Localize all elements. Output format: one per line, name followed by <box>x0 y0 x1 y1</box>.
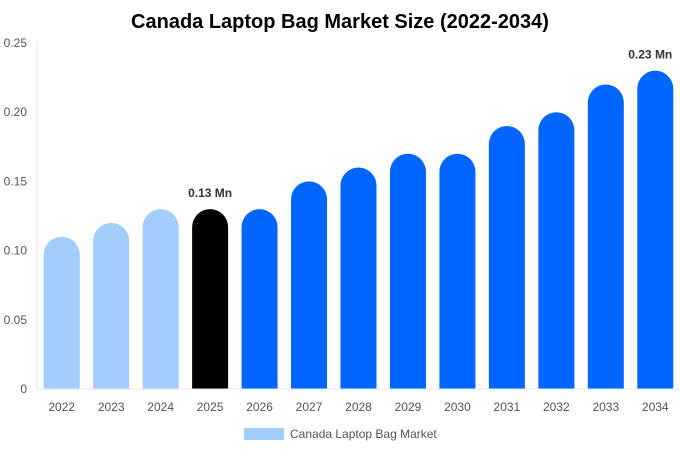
x-tick-label: 2034 <box>642 400 669 414</box>
data-labels: 0.13 Mn 0.23 Mn <box>188 48 672 200</box>
x-tick-label: 2029 <box>395 400 422 414</box>
x-tick-label: 2028 <box>345 400 372 414</box>
x-tick-label: 2027 <box>296 400 323 414</box>
bar-2030[interactable] <box>439 153 476 389</box>
x-tick-label: 2023 <box>98 400 125 414</box>
data-label-2034: 0.23 Mn <box>628 48 672 62</box>
data-label-2025: 0.13 Mn <box>188 186 232 200</box>
bar-2033[interactable] <box>587 84 624 390</box>
chart-title: Canada Laptop Bag Market Size (2022-2034… <box>131 11 549 33</box>
x-tick-label: 2030 <box>444 400 471 414</box>
y-axis: 0 0.05 0.10 0.15 0.20 0.25 <box>4 36 38 396</box>
y-tick-label: 0.25 <box>4 36 28 50</box>
bar-2024[interactable] <box>142 209 179 389</box>
x-tick-label: 2033 <box>592 400 619 414</box>
x-axis: 2022 2023 2024 2025 2026 2027 2028 2029 2030 2031… <box>37 388 680 414</box>
bar-2027[interactable] <box>291 181 328 389</box>
bar-2032[interactable] <box>538 112 575 389</box>
legend-label: Canada Laptop Bag Market <box>290 427 437 441</box>
x-tick-label: 2024 <box>147 400 174 414</box>
bar-2031[interactable] <box>488 126 525 390</box>
bars <box>43 70 674 390</box>
y-tick-label: 0.15 <box>4 174 28 188</box>
bar-2029[interactable] <box>389 153 426 389</box>
x-tick-label: 2022 <box>48 400 75 414</box>
y-tick-label: 0 <box>20 382 27 396</box>
x-tick-label: 2032 <box>543 400 570 414</box>
bar-2026[interactable] <box>241 209 278 389</box>
bar-2025[interactable] <box>192 209 229 389</box>
bar-2022[interactable] <box>43 236 80 389</box>
legend-swatch <box>244 428 284 440</box>
x-tick-label: 2031 <box>494 400 521 414</box>
x-tick-label: 2026 <box>246 400 273 414</box>
bar-2023[interactable] <box>93 222 130 389</box>
bar-2034[interactable] <box>637 70 674 390</box>
y-tick-label: 0.20 <box>4 105 28 119</box>
bar-2028[interactable] <box>340 167 377 389</box>
y-tick-label: 0.10 <box>4 244 28 258</box>
x-tick-label: 2025 <box>197 400 224 414</box>
legend[interactable]: Canada Laptop Bag Market <box>244 427 437 441</box>
y-tick-label: 0.05 <box>4 313 28 327</box>
